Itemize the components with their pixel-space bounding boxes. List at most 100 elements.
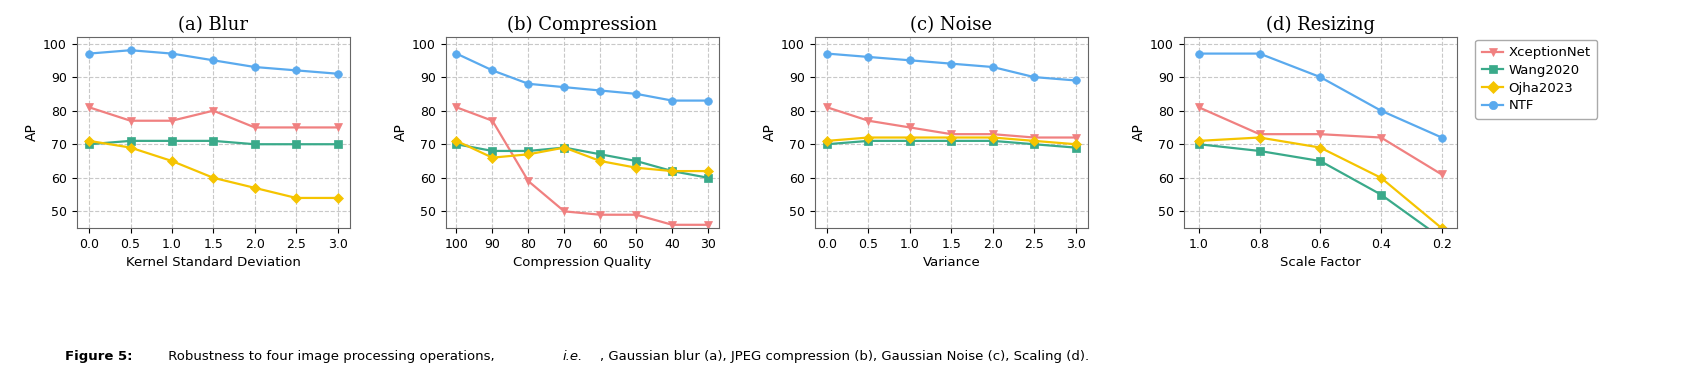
Ojha2023 bbox=[1249, 135, 1269, 140]
Line: Wang2020: Wang2020 bbox=[85, 137, 341, 148]
XceptionNet bbox=[941, 132, 961, 137]
Ojha2023 bbox=[941, 135, 961, 140]
Ojha2023 bbox=[983, 135, 1004, 140]
NTF bbox=[446, 52, 467, 56]
XceptionNet bbox=[203, 109, 223, 113]
Ojha2023 bbox=[162, 159, 182, 163]
Wang2020 bbox=[203, 139, 223, 143]
Y-axis label: AP: AP bbox=[394, 124, 407, 141]
Wang2020 bbox=[1310, 159, 1331, 163]
NTF bbox=[286, 68, 307, 72]
Line: NTF: NTF bbox=[453, 50, 712, 105]
Ojha2023 bbox=[286, 196, 307, 200]
Wang2020 bbox=[286, 142, 307, 146]
NTF bbox=[625, 92, 646, 96]
NTF bbox=[699, 98, 719, 103]
NTF bbox=[1431, 135, 1452, 140]
Ojha2023 bbox=[245, 186, 266, 190]
NTF bbox=[1370, 109, 1390, 113]
XceptionNet bbox=[482, 118, 503, 123]
Ojha2023 bbox=[554, 145, 574, 150]
NTF bbox=[482, 68, 503, 72]
NTF bbox=[245, 65, 266, 69]
XceptionNet bbox=[859, 118, 879, 123]
NTF bbox=[816, 52, 837, 56]
NTF bbox=[518, 82, 538, 86]
NTF bbox=[941, 61, 961, 66]
Wang2020 bbox=[1370, 192, 1390, 197]
X-axis label: Variance: Variance bbox=[922, 256, 980, 269]
Ojha2023 bbox=[1189, 139, 1210, 143]
X-axis label: Compression Quality: Compression Quality bbox=[513, 256, 651, 269]
Wang2020 bbox=[590, 152, 610, 156]
NTF bbox=[1024, 75, 1045, 79]
Wang2020 bbox=[983, 139, 1004, 143]
NTF bbox=[203, 58, 223, 63]
Line: Wang2020: Wang2020 bbox=[453, 141, 712, 182]
Wang2020 bbox=[482, 149, 503, 153]
NTF bbox=[590, 88, 610, 93]
XceptionNet bbox=[1024, 135, 1045, 140]
XceptionNet bbox=[1189, 105, 1210, 110]
Ojha2023 bbox=[1431, 226, 1452, 230]
Ojha2023 bbox=[590, 159, 610, 163]
Ojha2023 bbox=[78, 139, 99, 143]
X-axis label: Scale Factor: Scale Factor bbox=[1280, 256, 1360, 269]
Line: Ojha2023: Ojha2023 bbox=[85, 137, 341, 202]
XceptionNet bbox=[327, 125, 348, 130]
Wang2020 bbox=[1189, 142, 1210, 146]
Wang2020 bbox=[661, 169, 682, 173]
NTF bbox=[327, 71, 348, 76]
Wang2020 bbox=[1065, 145, 1085, 150]
Wang2020 bbox=[1431, 236, 1452, 240]
Ojha2023 bbox=[446, 139, 467, 143]
NTF bbox=[162, 52, 182, 56]
XceptionNet bbox=[900, 125, 920, 130]
XceptionNet bbox=[1249, 132, 1269, 137]
Ojha2023 bbox=[1065, 142, 1085, 146]
XceptionNet bbox=[1431, 172, 1452, 177]
Wang2020 bbox=[699, 176, 719, 180]
Line: XceptionNet: XceptionNet bbox=[1195, 103, 1445, 178]
Title: (b) Compression: (b) Compression bbox=[508, 15, 658, 34]
NTF bbox=[121, 48, 141, 52]
Wang2020 bbox=[900, 139, 920, 143]
Text: i.e.: i.e. bbox=[562, 350, 583, 362]
XceptionNet bbox=[1065, 135, 1085, 140]
NTF bbox=[1310, 75, 1331, 79]
Line: Ojha2023: Ojha2023 bbox=[453, 137, 712, 175]
Ojha2023 bbox=[203, 176, 223, 180]
XceptionNet bbox=[816, 105, 837, 110]
NTF bbox=[900, 58, 920, 63]
Line: Wang2020: Wang2020 bbox=[1195, 141, 1445, 242]
Legend: XceptionNet, Wang2020, Ojha2023, NTF: XceptionNet, Wang2020, Ojha2023, NTF bbox=[1476, 40, 1597, 119]
Ojha2023 bbox=[1370, 176, 1390, 180]
NTF bbox=[1065, 78, 1085, 83]
Wang2020 bbox=[78, 142, 99, 146]
XceptionNet bbox=[983, 132, 1004, 137]
Ojha2023 bbox=[859, 135, 879, 140]
XceptionNet bbox=[162, 118, 182, 123]
NTF bbox=[661, 98, 682, 103]
Ojha2023 bbox=[625, 166, 646, 170]
Ojha2023 bbox=[1024, 139, 1045, 143]
Title: (c) Noise: (c) Noise bbox=[910, 16, 992, 34]
Wang2020 bbox=[1024, 142, 1045, 146]
XceptionNet bbox=[699, 223, 719, 227]
XceptionNet bbox=[245, 125, 266, 130]
Wang2020 bbox=[941, 139, 961, 143]
Ojha2023 bbox=[1310, 145, 1331, 150]
XceptionNet bbox=[1370, 135, 1390, 140]
Ojha2023 bbox=[121, 145, 141, 150]
Wang2020 bbox=[518, 149, 538, 153]
NTF bbox=[1189, 52, 1210, 56]
XceptionNet bbox=[286, 125, 307, 130]
Wang2020 bbox=[446, 142, 467, 146]
XceptionNet bbox=[1310, 132, 1331, 137]
Line: XceptionNet: XceptionNet bbox=[823, 103, 1079, 141]
Line: NTF: NTF bbox=[1195, 50, 1445, 141]
XceptionNet bbox=[446, 105, 467, 110]
Wang2020 bbox=[162, 139, 182, 143]
XceptionNet bbox=[121, 118, 141, 123]
XceptionNet bbox=[518, 179, 538, 183]
